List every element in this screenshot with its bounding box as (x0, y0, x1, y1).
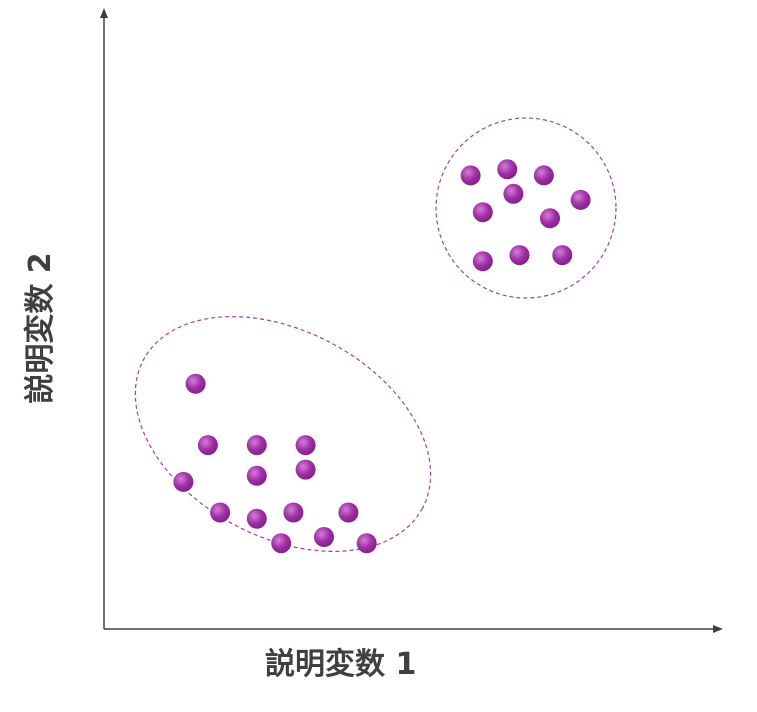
data-point (173, 471, 194, 492)
data-point (460, 165, 481, 186)
data-point (503, 183, 524, 204)
data-point (509, 245, 530, 266)
data-point (246, 435, 267, 456)
cluster-outlines (134, 117, 617, 552)
data-points (173, 159, 591, 554)
data-point (472, 251, 493, 272)
data-point (197, 435, 218, 456)
x-axis-arrowhead (713, 625, 723, 633)
data-point (497, 159, 518, 180)
data-point (540, 208, 560, 229)
data-point (246, 465, 267, 486)
data-point (338, 502, 359, 523)
data-point (295, 459, 316, 480)
data-point (210, 502, 231, 523)
data-point (283, 502, 304, 523)
data-point (356, 533, 377, 554)
x-axis-label: 説明変数 1 (265, 647, 417, 682)
data-point (570, 189, 591, 210)
cluster-outline-lower-left (134, 316, 432, 552)
data-point (295, 435, 316, 456)
y-axis-arrowhead (100, 8, 108, 18)
y-axis-label: 説明変数 2 (23, 252, 58, 404)
data-point (185, 373, 206, 394)
data-point (271, 533, 292, 554)
data-point (246, 508, 267, 529)
axes (100, 8, 723, 633)
data-point (533, 165, 554, 186)
data-point (552, 245, 573, 266)
cluster-outline-upper-right (435, 117, 617, 299)
data-point (472, 202, 493, 223)
data-point (314, 527, 334, 547)
